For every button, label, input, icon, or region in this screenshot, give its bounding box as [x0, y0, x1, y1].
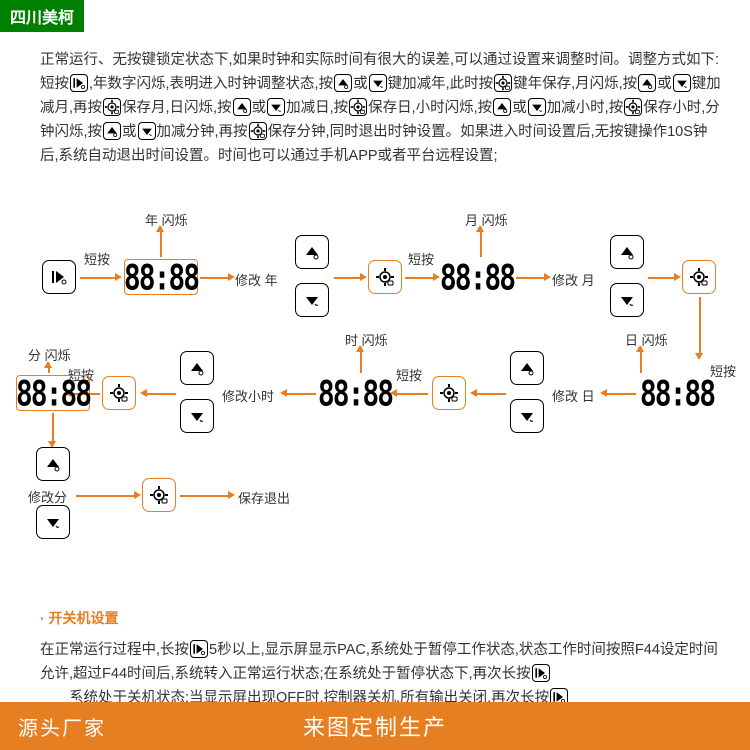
section-body: 在正常运行过程中,长按5秒以上,显示屏显示PAC,系统处于暂停工作状态,状态工作…: [40, 638, 725, 710]
intro-paragraph: 正常运行、无按键锁定状态下,如果时钟和实际时间有很大的误差,可以通过设置来调整时…: [40, 48, 725, 168]
gear-button[interactable]: [102, 376, 136, 410]
down-icon: [528, 98, 546, 116]
gear-icon: [624, 98, 642, 116]
label-mod-day: 修改 日: [552, 386, 595, 405]
brand-tag: 四川美柯: [0, 0, 84, 32]
up-icon: [334, 74, 352, 92]
display-hour: 88:88: [318, 375, 392, 411]
label-month-blink: 月 闪烁: [465, 210, 508, 229]
text: 加减日,按: [286, 100, 348, 116]
label-save-exit: 保存退出: [238, 488, 290, 507]
down-button[interactable]: [36, 505, 70, 539]
display-day: 88:88: [640, 375, 714, 411]
play-button[interactable]: [42, 260, 76, 294]
footer-decoration: [0, 662, 80, 702]
play-icon: [532, 664, 550, 682]
gear-icon: [103, 98, 121, 116]
label-short-press: 短按: [408, 249, 434, 268]
gear-icon: [249, 122, 267, 140]
gear-button[interactable]: [142, 478, 176, 512]
down-button[interactable]: [510, 399, 544, 433]
footer: 源头厂家 来图定制生产: [0, 702, 750, 750]
text: 或: [122, 124, 137, 140]
gear-button[interactable]: [432, 376, 466, 410]
section-title: · 开关机设置: [40, 608, 725, 628]
gear-icon: [349, 98, 367, 116]
footer-left: 源头厂家: [18, 712, 106, 741]
text: 或: [657, 76, 672, 92]
up-button[interactable]: [180, 351, 214, 385]
label-year-blink: 年 闪烁: [145, 210, 188, 229]
down-icon: [138, 122, 156, 140]
text: 或: [252, 100, 267, 116]
up-icon: [493, 98, 511, 116]
text: ,年数字闪烁,表明进入时钟调整状态,按: [89, 76, 333, 92]
label-mod-year: 修改 年: [235, 270, 278, 289]
label-mod-month: 修改 月: [552, 270, 595, 289]
play-icon: [70, 74, 88, 92]
label-mod-min: 修改分: [28, 487, 67, 506]
up-button[interactable]: [295, 235, 329, 269]
label-mod-hour: 修改小时: [222, 386, 274, 405]
up-button[interactable]: [510, 351, 544, 385]
up-button[interactable]: [36, 447, 70, 481]
up-icon: [233, 98, 251, 116]
text: 键加减年,此时按: [388, 76, 494, 92]
gear-button[interactable]: [682, 260, 716, 294]
text: 保存月,日闪烁,按: [122, 100, 232, 116]
display-month: 88:88: [440, 259, 514, 295]
gear-button[interactable]: [368, 260, 402, 294]
flowchart: 短按 年 闪烁 88:88 修改 年 短按 月 闪烁 88:88 修改 月 短按…: [0, 205, 750, 545]
text: 或: [353, 76, 368, 92]
display-year: 88:88: [124, 259, 198, 295]
label-day-blink: 日 闪烁: [625, 330, 668, 349]
text: 加减分钟,再按: [157, 124, 248, 140]
down-button[interactable]: [180, 399, 214, 433]
text: 或: [512, 100, 527, 116]
display-min: 88:88: [16, 375, 90, 411]
gear-icon: [494, 74, 512, 92]
text: 在正常运行过程中,长按: [40, 642, 189, 658]
down-icon: [369, 74, 387, 92]
up-icon: [103, 122, 121, 140]
label-short-press: 短按: [396, 365, 422, 384]
down-icon: [267, 98, 285, 116]
down-button[interactable]: [610, 283, 644, 317]
down-icon: [673, 74, 691, 92]
down-button[interactable]: [295, 283, 329, 317]
footer-center: 来图定制生产: [303, 710, 447, 742]
text: 加减小时,按: [547, 100, 624, 116]
text: 键年保存,月闪烁,按: [513, 76, 637, 92]
up-icon: [638, 74, 656, 92]
power-section: · 开关机设置 在正常运行过程中,长按5秒以上,显示屏显示PAC,系统处于暂停工…: [40, 608, 725, 710]
play-icon: [190, 640, 208, 658]
label-hour-blink: 时 闪烁: [345, 330, 388, 349]
text: 保存日,小时闪烁,按: [368, 100, 492, 116]
label-short-press: 短按: [84, 249, 110, 268]
up-button[interactable]: [610, 235, 644, 269]
